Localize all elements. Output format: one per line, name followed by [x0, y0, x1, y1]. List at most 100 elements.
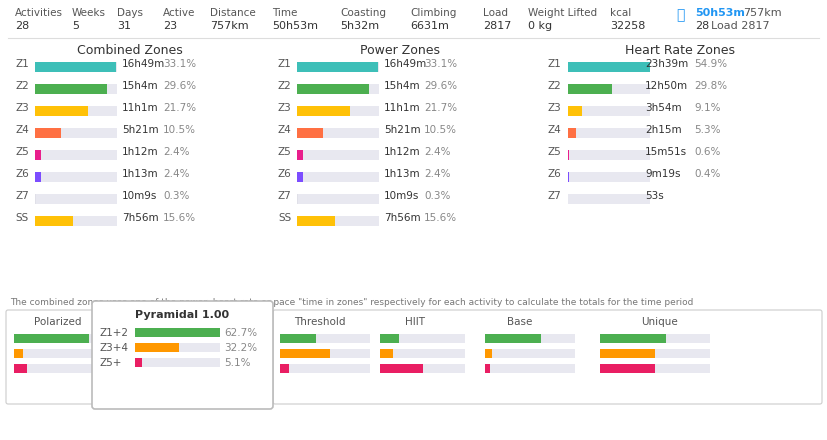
Bar: [14, 349, 23, 358]
Text: 53s: 53s: [645, 191, 664, 201]
Bar: [297, 62, 379, 72]
Bar: [380, 334, 465, 343]
Text: Z3: Z3: [15, 103, 29, 113]
Text: 1h13m: 1h13m: [122, 169, 159, 179]
Bar: [135, 358, 220, 367]
Text: 32258: 32258: [610, 21, 645, 31]
Bar: [280, 364, 289, 373]
Bar: [280, 334, 370, 343]
FancyBboxPatch shape: [6, 310, 110, 404]
Text: 0.3%: 0.3%: [163, 191, 189, 201]
Text: 2.4%: 2.4%: [163, 147, 189, 157]
Text: 2.4%: 2.4%: [163, 169, 189, 179]
Bar: [35, 62, 116, 72]
Bar: [14, 334, 102, 343]
FancyBboxPatch shape: [273, 310, 822, 404]
Text: 3h54m: 3h54m: [645, 103, 681, 113]
Text: 28: 28: [15, 21, 29, 31]
Text: 32.2%: 32.2%: [224, 343, 257, 353]
Text: Z2: Z2: [15, 81, 29, 91]
Text: 15h4m: 15h4m: [384, 81, 421, 91]
Bar: [135, 328, 220, 337]
Text: Load: Load: [483, 8, 508, 18]
Text: 15m51s: 15m51s: [645, 147, 687, 157]
Text: 29.6%: 29.6%: [163, 81, 196, 91]
Text: 21.7%: 21.7%: [163, 103, 196, 113]
Text: 10.5%: 10.5%: [163, 125, 196, 135]
Text: 1h12m: 1h12m: [384, 147, 421, 157]
Text: 9m19s: 9m19s: [645, 169, 681, 179]
Text: 5h32m: 5h32m: [340, 21, 379, 31]
Text: 33.1%: 33.1%: [163, 59, 196, 69]
Text: Z1: Z1: [548, 59, 562, 69]
Text: 23: 23: [163, 21, 177, 31]
Text: 7h56m: 7h56m: [384, 213, 421, 223]
Bar: [297, 216, 335, 226]
Text: 62.7%: 62.7%: [224, 328, 257, 338]
Text: 2h15m: 2h15m: [645, 125, 681, 135]
Text: 6631m: 6631m: [410, 21, 449, 31]
Text: Z7: Z7: [278, 191, 292, 201]
Text: SS: SS: [278, 213, 291, 223]
Text: 21.7%: 21.7%: [424, 103, 457, 113]
Text: 12h50m: 12h50m: [645, 81, 688, 91]
Bar: [135, 358, 142, 367]
Text: 15.6%: 15.6%: [424, 213, 457, 223]
Bar: [297, 62, 378, 72]
Bar: [568, 194, 650, 204]
Text: 0.4%: 0.4%: [694, 169, 720, 179]
Text: 54.9%: 54.9%: [694, 59, 727, 69]
Text: The combined zones uses one of the power, heart rate or pace "time in zones" res: The combined zones uses one of the power…: [10, 298, 693, 307]
Text: Z1: Z1: [278, 59, 292, 69]
Bar: [35, 106, 88, 116]
Text: Z3: Z3: [278, 103, 292, 113]
Text: 1h12m: 1h12m: [122, 147, 159, 157]
Bar: [297, 128, 379, 138]
Text: Active: Active: [163, 8, 195, 18]
Text: 31: 31: [117, 21, 131, 31]
Bar: [485, 334, 575, 343]
Text: Weeks: Weeks: [72, 8, 106, 18]
Bar: [600, 334, 710, 343]
Bar: [35, 194, 117, 204]
Bar: [35, 128, 117, 138]
Text: 5h21m: 5h21m: [384, 125, 421, 135]
Bar: [568, 128, 650, 138]
Bar: [135, 343, 179, 352]
Bar: [380, 349, 393, 358]
Text: Activities: Activities: [15, 8, 63, 18]
Bar: [35, 84, 108, 94]
Text: Heart Rate Zones: Heart Rate Zones: [625, 44, 735, 57]
Text: Z6: Z6: [278, 169, 292, 179]
Text: Load 2817: Load 2817: [711, 21, 770, 31]
Bar: [485, 364, 575, 373]
Bar: [280, 334, 316, 343]
Text: Base: Base: [507, 317, 533, 327]
Text: Z7: Z7: [15, 191, 29, 201]
Bar: [35, 172, 117, 182]
Text: HIIT: HIIT: [405, 317, 425, 327]
Bar: [568, 84, 650, 94]
Text: 15.6%: 15.6%: [163, 213, 196, 223]
Text: 757km: 757km: [210, 21, 249, 31]
Bar: [297, 84, 370, 94]
Bar: [14, 334, 88, 343]
Text: 5h21m: 5h21m: [122, 125, 159, 135]
Text: Z2: Z2: [548, 81, 562, 91]
Text: 33.1%: 33.1%: [424, 59, 457, 69]
Bar: [485, 364, 490, 373]
Bar: [568, 172, 650, 182]
Bar: [568, 150, 569, 160]
Bar: [35, 150, 41, 160]
Bar: [297, 150, 303, 160]
Text: 2817: 2817: [483, 21, 511, 31]
Bar: [297, 128, 323, 138]
Bar: [297, 216, 379, 226]
Text: Power Zones: Power Zones: [360, 44, 440, 57]
Text: Z5: Z5: [278, 147, 292, 157]
Text: Z5+: Z5+: [100, 358, 122, 368]
Bar: [380, 349, 465, 358]
Text: 10.5%: 10.5%: [424, 125, 457, 135]
Text: Z1: Z1: [15, 59, 29, 69]
Bar: [14, 364, 27, 373]
